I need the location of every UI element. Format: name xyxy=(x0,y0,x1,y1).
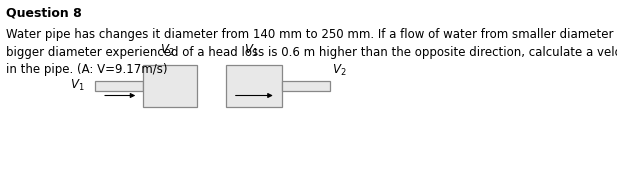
Bar xyxy=(143,65,197,107)
Text: $V_1$: $V_1$ xyxy=(244,42,258,57)
Text: Question 8: Question 8 xyxy=(6,6,82,19)
Text: $V_2$: $V_2$ xyxy=(332,63,347,78)
Text: $V_1$: $V_1$ xyxy=(70,78,84,93)
Text: Water pipe has changes it diameter from 140 mm to 250 mm. If a flow of water fro: Water pipe has changes it diameter from … xyxy=(6,28,617,76)
Text: $V_2$: $V_2$ xyxy=(160,42,175,57)
Bar xyxy=(283,81,329,91)
Bar xyxy=(226,65,283,107)
Bar xyxy=(96,81,143,91)
